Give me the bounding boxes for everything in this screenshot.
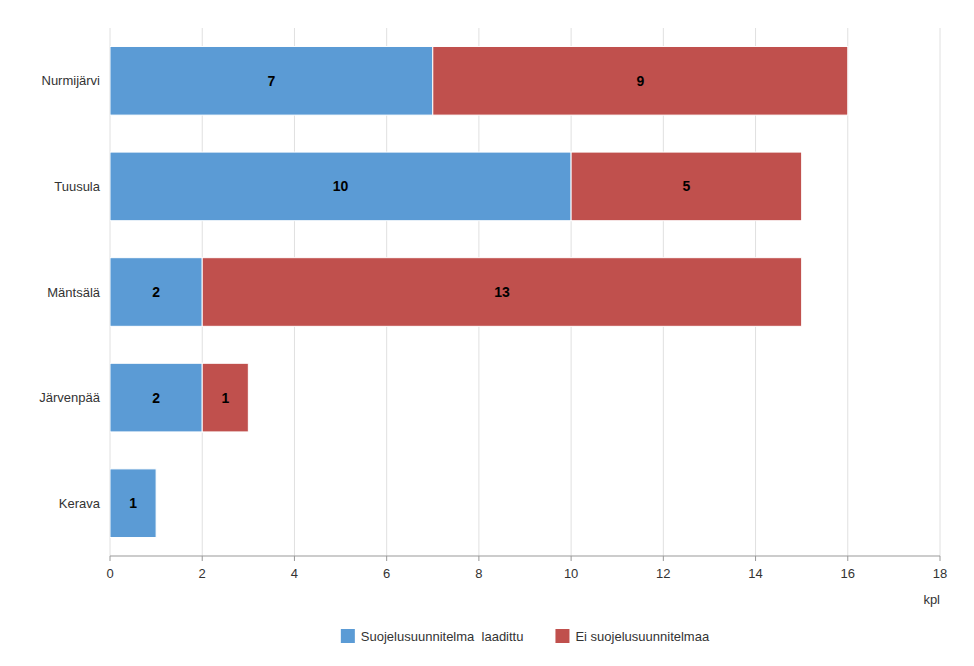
tick-label: 2 xyxy=(199,566,206,581)
bar xyxy=(110,152,571,221)
bar xyxy=(433,46,848,115)
chart-container: 024681012141618kplNurmijärviTuusulaMänts… xyxy=(0,0,974,666)
data-label: 2 xyxy=(152,284,160,300)
tick-label: 16 xyxy=(841,566,855,581)
tick-label: 0 xyxy=(106,566,113,581)
tick-label: 10 xyxy=(564,566,578,581)
tick-mark xyxy=(110,556,111,561)
x-axis-label: kpl xyxy=(923,592,940,607)
tick-mark xyxy=(294,556,295,561)
bar xyxy=(202,258,801,327)
legend-swatch xyxy=(341,629,355,643)
data-label: 5 xyxy=(682,178,690,194)
data-label: 1 xyxy=(221,390,229,406)
bar xyxy=(110,46,433,115)
tick-label: 12 xyxy=(656,566,670,581)
tick-label: 18 xyxy=(933,566,947,581)
grid-line xyxy=(940,28,941,556)
tick-mark xyxy=(478,556,479,561)
bar xyxy=(571,152,802,221)
bar xyxy=(110,363,202,432)
legend-item: Ei suojelusuunnitelmaa xyxy=(555,629,709,644)
category-label: Järvenpää xyxy=(39,390,100,405)
tick-mark xyxy=(755,556,756,561)
category-label: Mäntsälä xyxy=(47,285,101,300)
legend-item: Suojelusuunnitelma laadittu xyxy=(341,629,524,644)
bars xyxy=(110,46,848,537)
category-label: Kerava xyxy=(59,496,101,511)
grid xyxy=(110,28,940,561)
legend-label: Suojelusuunnitelma laadittu xyxy=(361,629,524,644)
tick-label: 4 xyxy=(291,566,298,581)
tick-label: 8 xyxy=(475,566,482,581)
category-label: Tuusula xyxy=(54,179,101,194)
legend-swatch xyxy=(555,629,569,643)
bar xyxy=(110,258,202,327)
data-label: 13 xyxy=(494,284,510,300)
data-label: 10 xyxy=(333,178,349,194)
x-axis-line xyxy=(110,556,940,557)
tick-mark xyxy=(571,556,572,561)
bar xyxy=(110,469,156,538)
legend: Suojelusuunnitelma laadittu Ei suojelusuu… xyxy=(341,629,710,644)
tick-label: 6 xyxy=(383,566,390,581)
bar xyxy=(202,363,248,432)
data-label: 9 xyxy=(636,73,644,89)
tick-mark xyxy=(663,556,664,561)
tick-mark xyxy=(386,556,387,561)
tick-mark xyxy=(847,556,848,561)
data-label: 1 xyxy=(129,495,137,511)
bar xyxy=(156,469,157,538)
tick-mark xyxy=(202,556,203,561)
chart-svg: 024681012141618kplNurmijärviTuusulaMänts… xyxy=(0,0,974,666)
tick-mark xyxy=(940,556,941,561)
tick-label: 14 xyxy=(748,566,762,581)
data-label: 7 xyxy=(267,73,275,89)
legend-label: Ei suojelusuunnitelmaa xyxy=(575,629,709,644)
category-label: Nurmijärvi xyxy=(42,73,101,88)
data-label: 2 xyxy=(152,390,160,406)
